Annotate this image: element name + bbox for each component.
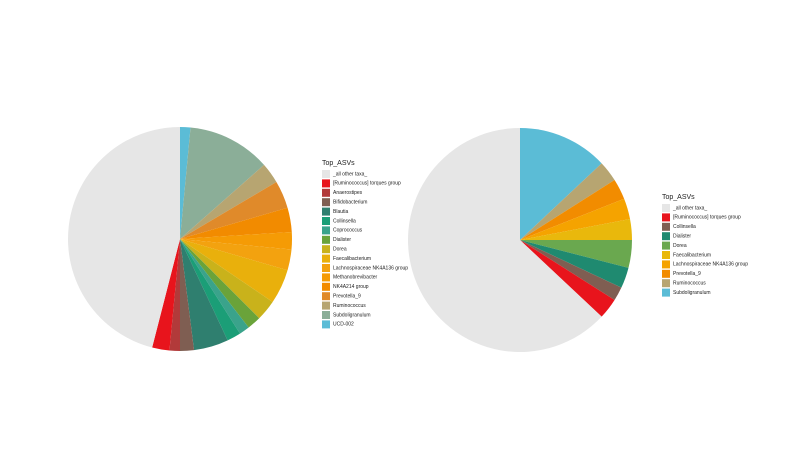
legend-swatch <box>322 170 330 178</box>
legend-swatch <box>662 269 670 278</box>
legend-label: Ruminococcus <box>333 303 366 309</box>
legend-label: Prevotella_9 <box>673 271 701 277</box>
legend-title: Top_ASVs <box>662 194 695 201</box>
legend-swatch <box>322 292 330 301</box>
pie-slice <box>520 198 631 240</box>
legend-label: Subdoligranulum <box>673 290 711 296</box>
legend-label: Collinsella <box>673 224 696 230</box>
legend-label: Lachnospiraceae NK4A136 group <box>673 262 748 268</box>
legend-swatch <box>662 204 670 212</box>
pie-slice <box>180 239 273 319</box>
legend-label: Lachnospiraceae NK4A136 group <box>333 265 408 271</box>
legend-label: Coprococcus <box>333 228 363 234</box>
legend-swatch <box>662 288 670 297</box>
legend-label: _all other taxa_ <box>672 205 707 211</box>
legend-swatch <box>322 217 330 225</box>
pie-slice <box>520 240 632 268</box>
legend-label: Dorea <box>333 247 347 253</box>
legend-swatch <box>322 235 330 244</box>
legend-swatch <box>322 226 330 235</box>
legend-label: Prevotella_9 <box>333 294 361 300</box>
pie-slice <box>180 181 288 239</box>
pie-slice <box>180 127 191 239</box>
legend-swatch <box>322 188 330 197</box>
legend-swatch <box>662 251 670 259</box>
legend-label: Faecalibacterium <box>333 256 371 262</box>
legend-swatch <box>322 198 330 207</box>
pie-slice <box>180 239 228 351</box>
pie-slice <box>180 239 195 351</box>
pie-slice <box>520 240 629 288</box>
legend-label: Blautia <box>333 209 349 215</box>
legend-label: NK4A214 group <box>333 284 369 290</box>
legend-label: Dorea <box>673 243 687 249</box>
legend-swatch <box>322 320 330 329</box>
legend-swatch <box>662 279 670 288</box>
pie-slice <box>520 219 632 240</box>
legend-swatch <box>322 245 330 254</box>
legend-label: UCD-002 <box>333 322 354 328</box>
pie-slice <box>520 240 615 317</box>
pie-slice <box>180 239 288 302</box>
legend-swatch <box>662 232 670 241</box>
legend-swatch <box>322 254 330 263</box>
pie-slice <box>180 239 292 271</box>
legend-swatch <box>322 282 330 291</box>
pie-slice <box>152 239 180 351</box>
legend-swatch <box>662 260 670 269</box>
legend-label: Anaerostipes <box>333 190 363 196</box>
legend-label: Dialister <box>333 237 351 243</box>
pie-slice <box>180 207 292 239</box>
legend-label: Subdoligranulum <box>333 312 371 318</box>
legend-swatch <box>322 179 330 188</box>
legend-swatch <box>662 213 670 222</box>
pie-slice <box>180 127 265 239</box>
legend-label: [Ruminococcus] torques group <box>673 215 741 221</box>
legend-label: Methanobrevibacter <box>333 275 378 281</box>
legend-label: Collinsella <box>333 218 356 224</box>
pie-slice <box>520 128 602 240</box>
pie-slice <box>67 127 180 348</box>
pie-slice <box>520 179 625 240</box>
legend-swatch <box>322 273 330 282</box>
pie-slice <box>408 128 602 352</box>
pie-slice <box>169 239 180 351</box>
legend-swatch <box>662 241 670 250</box>
legend-label: Faecalibacterium <box>673 252 711 258</box>
pie-slice <box>180 164 277 239</box>
legend-swatch <box>662 222 670 231</box>
legend-swatch <box>322 207 330 216</box>
legend-swatch <box>322 311 330 319</box>
pie-slice <box>180 239 260 328</box>
pie-slice <box>520 163 615 240</box>
legend-label: _all other taxa_ <box>332 171 367 177</box>
pie-slice <box>520 240 622 301</box>
legend-label: Ruminococcus <box>673 281 706 287</box>
pie-slice <box>180 239 241 341</box>
legend-title: Top_ASVs <box>322 160 355 167</box>
legend-label: Bifidobacterium <box>333 200 367 206</box>
legend-swatch <box>322 301 330 310</box>
legend-swatch <box>322 264 330 272</box>
pie-slice <box>180 231 292 250</box>
pie-slice <box>180 239 249 334</box>
legend-label: Dialister <box>673 234 691 240</box>
legend-label: [Ruminococcus] torques group <box>333 181 401 187</box>
